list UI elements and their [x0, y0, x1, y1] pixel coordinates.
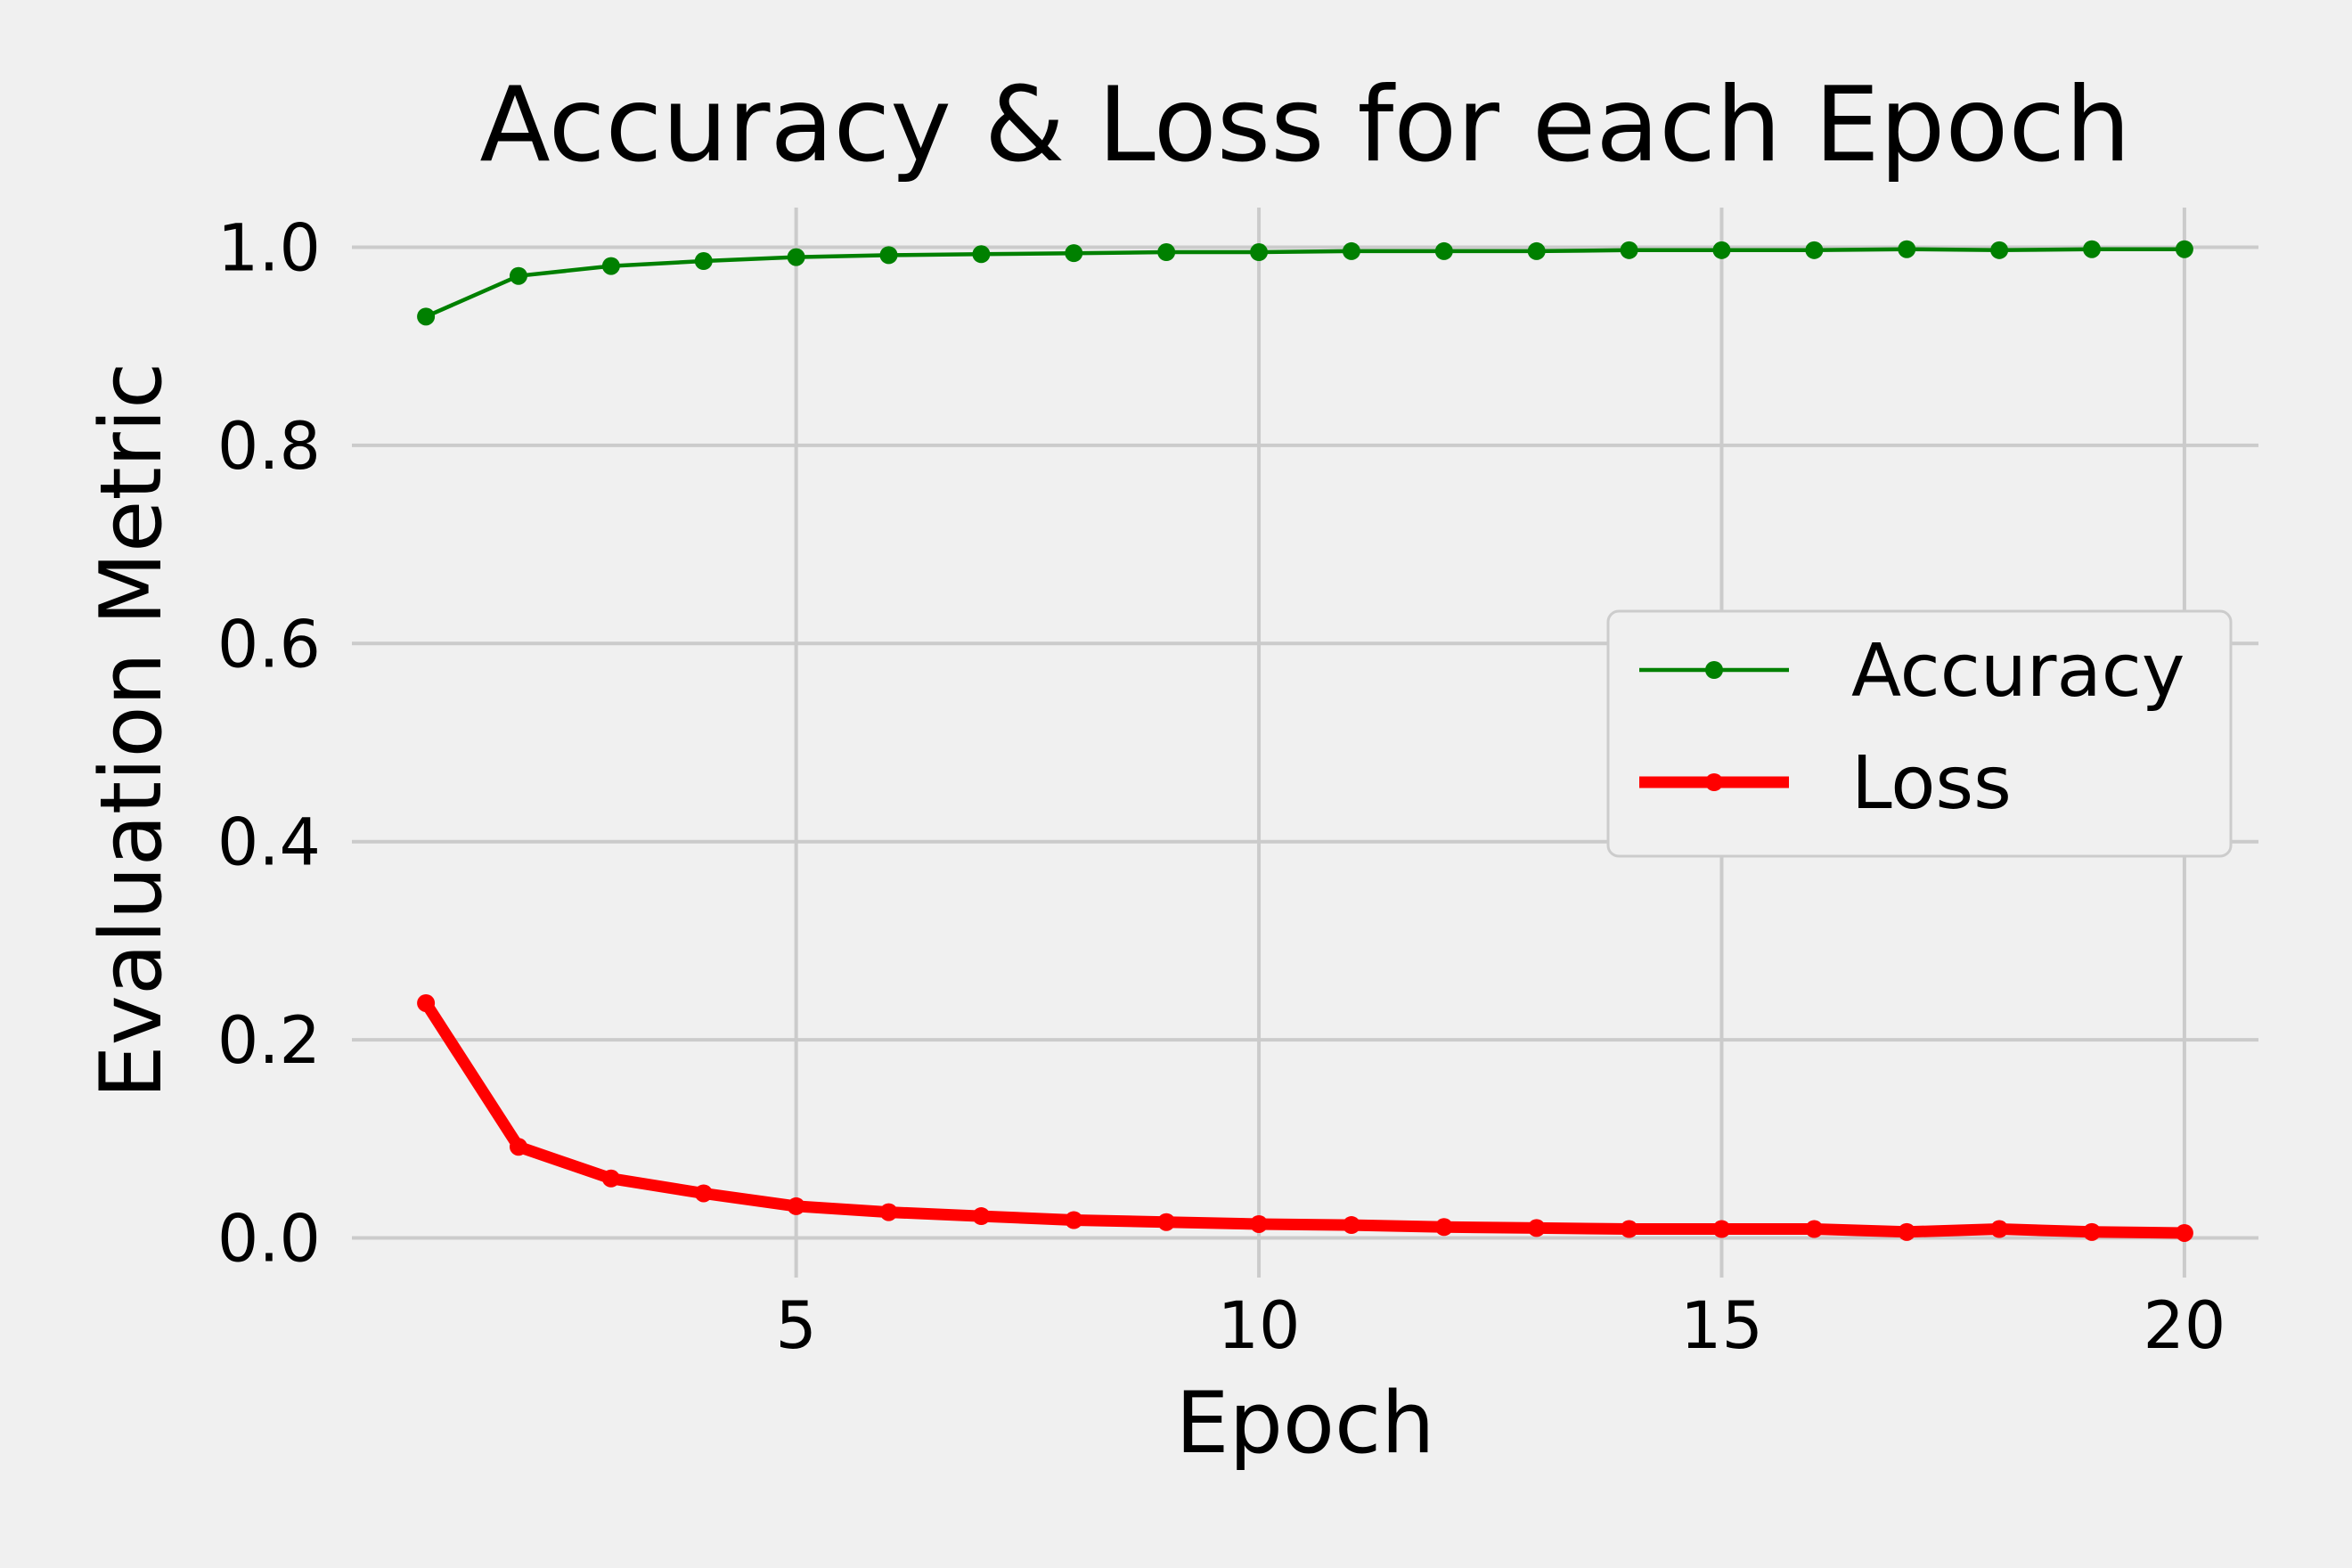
- data-point: [2083, 240, 2102, 258]
- data-point: [601, 257, 620, 275]
- x-tick-label: 10: [1218, 1288, 1301, 1364]
- chart-title: Accuracy & Loss for each Epoch: [479, 65, 2130, 185]
- data-point: [1065, 244, 1083, 263]
- data-point: [2175, 1223, 2193, 1242]
- data-point: [972, 245, 991, 264]
- data-point: [2175, 240, 2193, 258]
- x-axis-ticks: 5 10 15 20: [775, 1288, 2225, 1364]
- data-point: [1250, 1214, 1269, 1233]
- data-point: [1620, 1220, 1638, 1238]
- data-point: [1250, 243, 1269, 262]
- series-line: [420, 997, 2191, 1239]
- data-point: [1157, 243, 1176, 262]
- series-accuracy: [417, 240, 2193, 326]
- x-axis-label: Epoch: [1176, 1375, 1435, 1473]
- data-point: [1898, 240, 1916, 258]
- data-point: [1065, 1211, 1083, 1229]
- data-point: [1434, 1218, 1453, 1237]
- legend-marker: [1705, 661, 1723, 679]
- legend-label: Loss: [1851, 741, 2012, 826]
- legend-label: Accuracy: [1851, 629, 2185, 714]
- y-axis-ticks: 0.0 0.2 0.4 0.6 0.8 1.0: [217, 210, 321, 1277]
- data-point: [417, 993, 436, 1012]
- data-point: [1434, 241, 1453, 260]
- data-point: [1620, 241, 1638, 259]
- data-point: [1712, 241, 1731, 259]
- data-point: [1898, 1222, 1916, 1241]
- data-point: [879, 246, 898, 265]
- data-point: [879, 1203, 898, 1221]
- data-point: [1805, 1220, 1824, 1238]
- data-point: [694, 252, 713, 271]
- legend-entry-loss: Loss: [1639, 741, 2012, 826]
- data-point: [1990, 241, 2009, 259]
- y-axis-label: Evaluation Metric: [83, 363, 181, 1099]
- x-tick-label: 20: [2143, 1288, 2225, 1364]
- data-point: [694, 1184, 713, 1203]
- legend: Accuracy Loss: [1606, 609, 2233, 858]
- data-point: [601, 1169, 620, 1188]
- y-tick-label: 0.2: [217, 1003, 321, 1079]
- legend-entry-accuracy: Accuracy: [1639, 629, 2185, 714]
- data-point: [509, 1138, 527, 1156]
- y-tick-label: 0.6: [217, 607, 321, 682]
- data-point: [417, 307, 436, 326]
- series-line: [423, 247, 2187, 319]
- x-tick-label: 5: [775, 1288, 816, 1364]
- data-point: [1712, 1220, 1731, 1238]
- series-loss: [417, 993, 2193, 1242]
- data-point: [1527, 1219, 1546, 1237]
- data-point: [1805, 241, 1824, 259]
- data-point: [1157, 1213, 1176, 1231]
- legend-box: [1606, 609, 2233, 858]
- x-tick-label: 15: [1680, 1288, 1763, 1364]
- data-point: [787, 1196, 805, 1215]
- data-point: [972, 1207, 991, 1226]
- y-tick-label: 1.0: [217, 210, 321, 286]
- data-point: [1527, 241, 1546, 260]
- data-point: [787, 248, 805, 266]
- data-point: [1342, 1216, 1360, 1235]
- y-tick-label: 0.4: [217, 805, 321, 881]
- legend-marker: [1705, 773, 1723, 791]
- data-point: [2083, 1222, 2102, 1241]
- data-point: [1990, 1220, 2009, 1238]
- y-tick-label: 0.0: [217, 1202, 321, 1278]
- data-point: [1342, 241, 1360, 260]
- series-layer: [417, 240, 2193, 1242]
- data-point: [509, 266, 527, 285]
- y-tick-label: 0.8: [217, 409, 321, 485]
